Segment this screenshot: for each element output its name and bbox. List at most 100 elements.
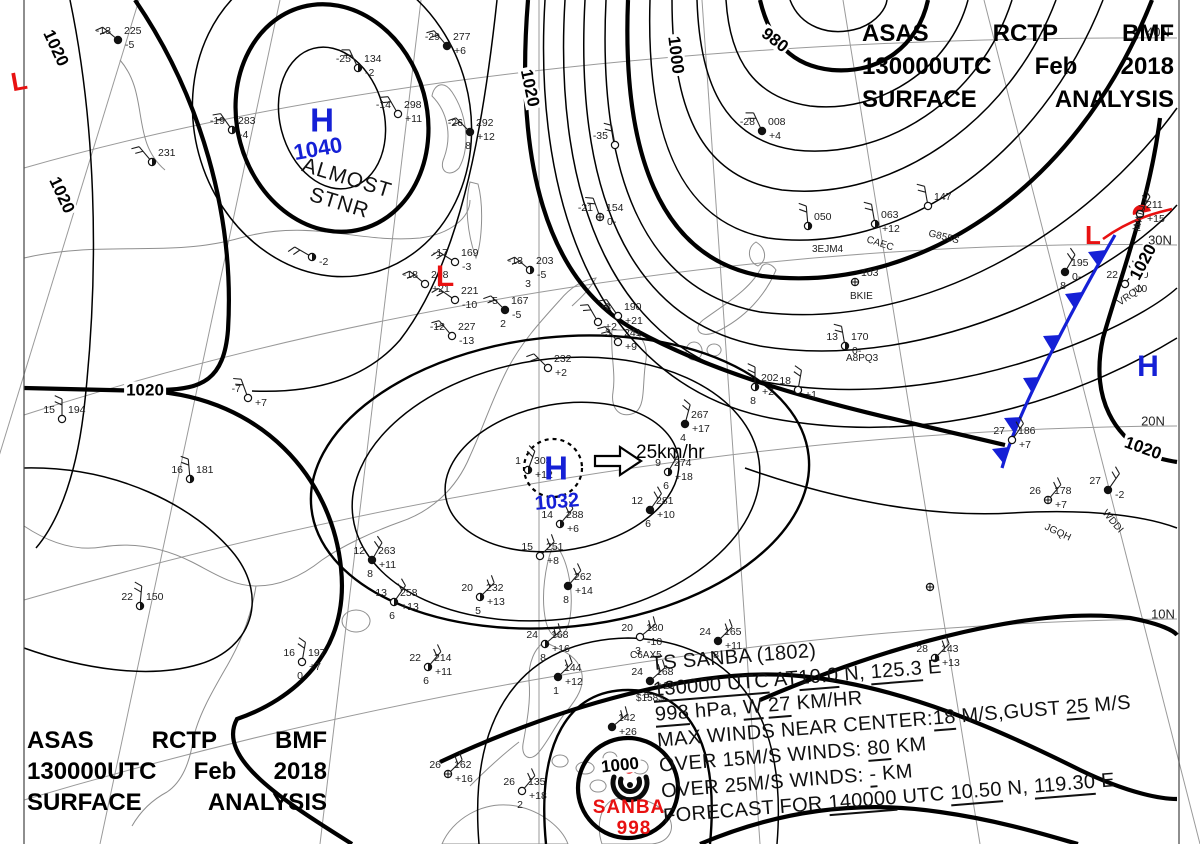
station-value: 2 [517, 799, 523, 811]
station-value: -3 [462, 261, 471, 273]
storm-info-segment: 10.50 [949, 778, 1003, 807]
station-value: 8 [1060, 280, 1066, 292]
title-line: ASAS RCTP BMF [862, 20, 1174, 53]
high-center-dotted-circle [522, 437, 584, 499]
station-plot: 3 241 +9 [597, 326, 642, 353]
storm-info-segment: 18 [931, 705, 957, 731]
station-value: 22 [409, 652, 421, 664]
station-value: 186 [1018, 425, 1036, 437]
station-plot: +2 [579, 304, 617, 333]
station-value: 203 [536, 255, 554, 267]
station-value: 6 [645, 518, 651, 530]
storm-info-segment: 125.3 [869, 656, 924, 685]
station-value: 5 [475, 605, 481, 617]
station-value: +12 [535, 469, 553, 481]
station-value: +4 [769, 130, 781, 142]
station-value: -35 [593, 130, 608, 142]
low-center-symbol: L [1085, 220, 1101, 250]
storm-info-segment: 140000 [827, 786, 898, 817]
station-plot: 103 [850, 267, 879, 287]
storm-pressure-label: 998 [616, 818, 652, 839]
station-value: -5 [489, 295, 498, 307]
title-line: ASAS RCTP BMF [27, 727, 327, 758]
isobar-value-label: 1000 [598, 753, 642, 777]
station-plot: 26 178 +7 [1029, 477, 1072, 511]
ship-station-id: $158$ [636, 693, 664, 704]
station-value: 26 [429, 759, 441, 771]
station-value: 303 [534, 455, 552, 467]
station-value: 6 [663, 480, 669, 492]
station-value: 292 [476, 117, 494, 129]
station-value: 232 [486, 582, 504, 594]
station-value: +18 [675, 471, 693, 483]
title-word: RCTP [151, 727, 218, 754]
high-center-symbol: H [544, 449, 568, 487]
station-value: +12 [882, 223, 900, 235]
station-value: 4 [680, 432, 686, 444]
title-word: Feb [1034, 53, 1078, 80]
station-value: 225 [124, 25, 142, 37]
title-word: SURFACE [27, 789, 142, 816]
station-plot: 1 303 +12 [515, 445, 553, 481]
station-value: +14 [575, 585, 593, 597]
station-value: 251 [546, 541, 564, 553]
title-word: 2018 [273, 758, 327, 785]
storm-info-segment: 119.30 [1033, 770, 1097, 800]
title-block-top-right: ASAS RCTP BMF 130000UTC Feb 2018 SURFACE ANALYS… [862, 20, 1174, 119]
station-plot: 262 +14 8 [563, 563, 593, 606]
station-value: 134 [364, 53, 382, 65]
station-value: 232 [554, 353, 572, 365]
station-value: +12 [477, 131, 495, 143]
station-plot: -25 134 -2 [336, 49, 382, 79]
station-value: 12 [353, 545, 365, 557]
station-plot: 231 [131, 146, 176, 167]
station-plot: 063+12 [863, 201, 900, 235]
storm-info-segment: KM/HR [789, 687, 864, 715]
station-value: 8. [644, 689, 653, 701]
station-value: +26 [619, 726, 637, 738]
station-value: 165 [724, 626, 742, 638]
station-value: 20 [461, 582, 473, 594]
station-plot: 232+2 [526, 353, 572, 379]
station-value: -28 [740, 116, 755, 128]
station-value: 221 [461, 285, 479, 297]
storm-name-label: SANBA [592, 797, 666, 818]
title-word: ANALYSIS [207, 789, 327, 816]
station-plot: -29 277 +6 [425, 30, 471, 57]
station-value: +7 [309, 661, 321, 673]
station-value: +17 [692, 423, 710, 435]
low-center-symbol: L [435, 260, 455, 293]
station-value: +13 [942, 657, 960, 669]
station-value: 3 [605, 327, 611, 339]
high-center-value: 1032 [533, 489, 581, 515]
station-plot: -28 008 +4 [740, 112, 786, 142]
station-value: 13 [826, 331, 838, 343]
station-plot: -26 292 +12 8 [448, 117, 495, 152]
station-value: 241 [624, 327, 642, 339]
isobar-value-label: 1020 [124, 380, 166, 400]
station-value: -12 [430, 321, 445, 333]
title-word: BMF [275, 727, 327, 754]
station-value: -5 [125, 39, 134, 51]
station-plot: -13 203 -5 3 [507, 255, 554, 290]
station-value: 0- [1072, 271, 1082, 283]
station-value: +21 [625, 315, 643, 327]
station-plot: 13 258 +13 6 [375, 578, 419, 622]
storm-info-segment: 80 [866, 736, 892, 762]
storm-info-segment: E [1094, 769, 1116, 793]
station-value: 281 [656, 495, 674, 507]
station-value: 231 [158, 147, 176, 159]
station-value: 22 [121, 591, 133, 603]
station-plot: 26 135 +18 2 [503, 768, 547, 811]
station-plot: 27 186 +7 [993, 416, 1036, 451]
station-plot: 16 197 +7 0 [283, 637, 326, 682]
station-value: +2 [762, 386, 774, 398]
station-plot: 24 168 +16 8 [526, 623, 570, 664]
station-value: 27 [1089, 475, 1101, 487]
station-value: +9 [625, 341, 637, 353]
station-plot: -8 190 +21 [598, 299, 643, 327]
isobars-thin [23, 0, 1178, 844]
station-plot: 15 251 +8 [521, 534, 564, 567]
station-plot: -12 227 -13 [430, 320, 476, 347]
station-value: 147 [934, 191, 952, 203]
